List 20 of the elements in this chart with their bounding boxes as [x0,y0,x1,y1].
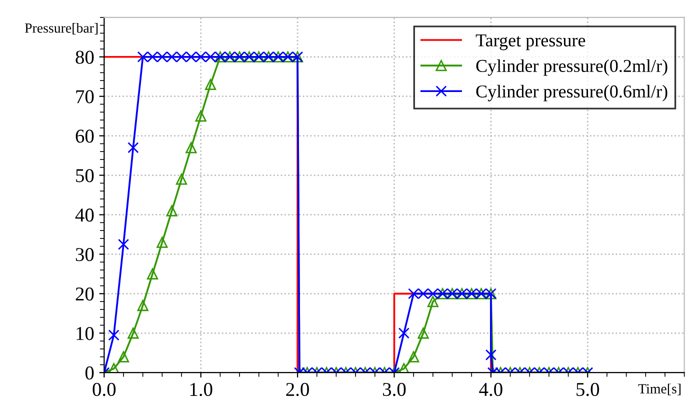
x-tick-label: 2.0 [286,382,309,396]
y-tick-label: 20 [76,287,94,301]
y-tick-label: 0 [85,366,94,380]
y-tick-label: 30 [76,248,94,262]
x-tick-label: 5.0 [576,382,600,396]
x-tick-label: 3.0 [383,382,406,396]
x-axis-title: Time[s] [638,384,681,396]
legend-label: Target pressure [476,34,586,50]
y-tick-label: 10 [76,326,94,340]
legend-label: Cylinder pressure(0.6ml/r) [476,84,668,102]
y-tick-label: 50 [76,169,94,182]
y-tick-label: 70 [76,90,94,104]
y-axis-title: Pressure[bar] [24,22,98,34]
y-tick-label: 40 [75,208,94,222]
x-tick-label: 4.0 [479,382,502,396]
x-tick-label: 1.0 [190,382,212,396]
y-tick-label: 60 [76,130,94,143]
legend-label: Cylinder pressure(0.2ml/r) [476,59,668,76]
x-tick-label: 0.0 [92,382,116,396]
y-tick-label: 80 [76,50,94,64]
